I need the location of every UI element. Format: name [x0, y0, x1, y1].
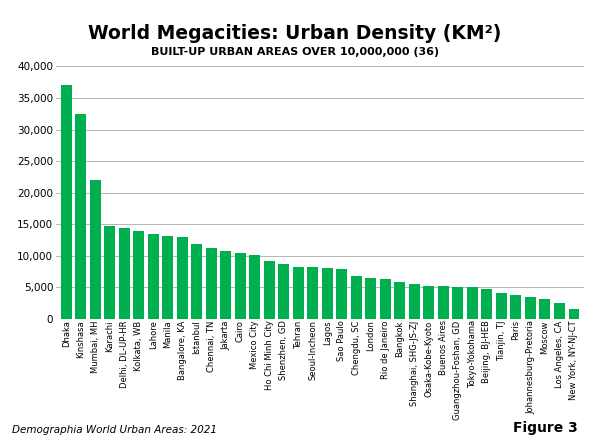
Bar — [424, 285, 434, 319]
Text: BUILT-UP URBAN AREAS OVER 10,000,000 (36): BUILT-UP URBAN AREAS OVER 10,000,000 (36… — [151, 47, 439, 57]
Bar — [293, 267, 304, 319]
Bar — [409, 284, 420, 319]
Bar — [351, 276, 362, 319]
Text: Demographia World Urban Areas: 2021: Demographia World Urban Areas: 2021 — [12, 425, 217, 435]
Bar — [148, 234, 159, 319]
Bar — [554, 303, 565, 319]
Bar — [525, 297, 536, 319]
Bar — [380, 279, 391, 319]
Bar — [322, 268, 333, 319]
Bar — [539, 299, 550, 319]
Bar — [250, 255, 260, 319]
Bar — [61, 85, 71, 319]
Bar — [264, 261, 275, 319]
Bar — [481, 289, 492, 319]
Bar — [177, 237, 188, 319]
Bar — [395, 282, 405, 319]
Bar — [133, 231, 144, 319]
Bar — [278, 264, 289, 319]
Bar — [191, 245, 202, 319]
Bar — [336, 269, 348, 319]
Bar — [220, 251, 231, 319]
Bar — [307, 267, 318, 319]
Bar — [162, 236, 173, 319]
Bar — [104, 225, 115, 319]
Bar — [365, 278, 376, 319]
Bar — [496, 293, 507, 319]
Bar — [467, 288, 478, 319]
Bar — [119, 228, 130, 319]
Bar — [569, 309, 579, 319]
Bar — [453, 287, 463, 319]
Bar — [235, 253, 245, 319]
Text: Figure 3: Figure 3 — [513, 421, 578, 435]
Bar — [76, 114, 86, 319]
Bar — [510, 295, 522, 319]
Bar — [206, 248, 217, 319]
Text: World Megacities: Urban Density (KM²): World Megacities: Urban Density (KM²) — [88, 24, 502, 43]
Bar — [90, 180, 101, 319]
Bar — [438, 286, 449, 319]
